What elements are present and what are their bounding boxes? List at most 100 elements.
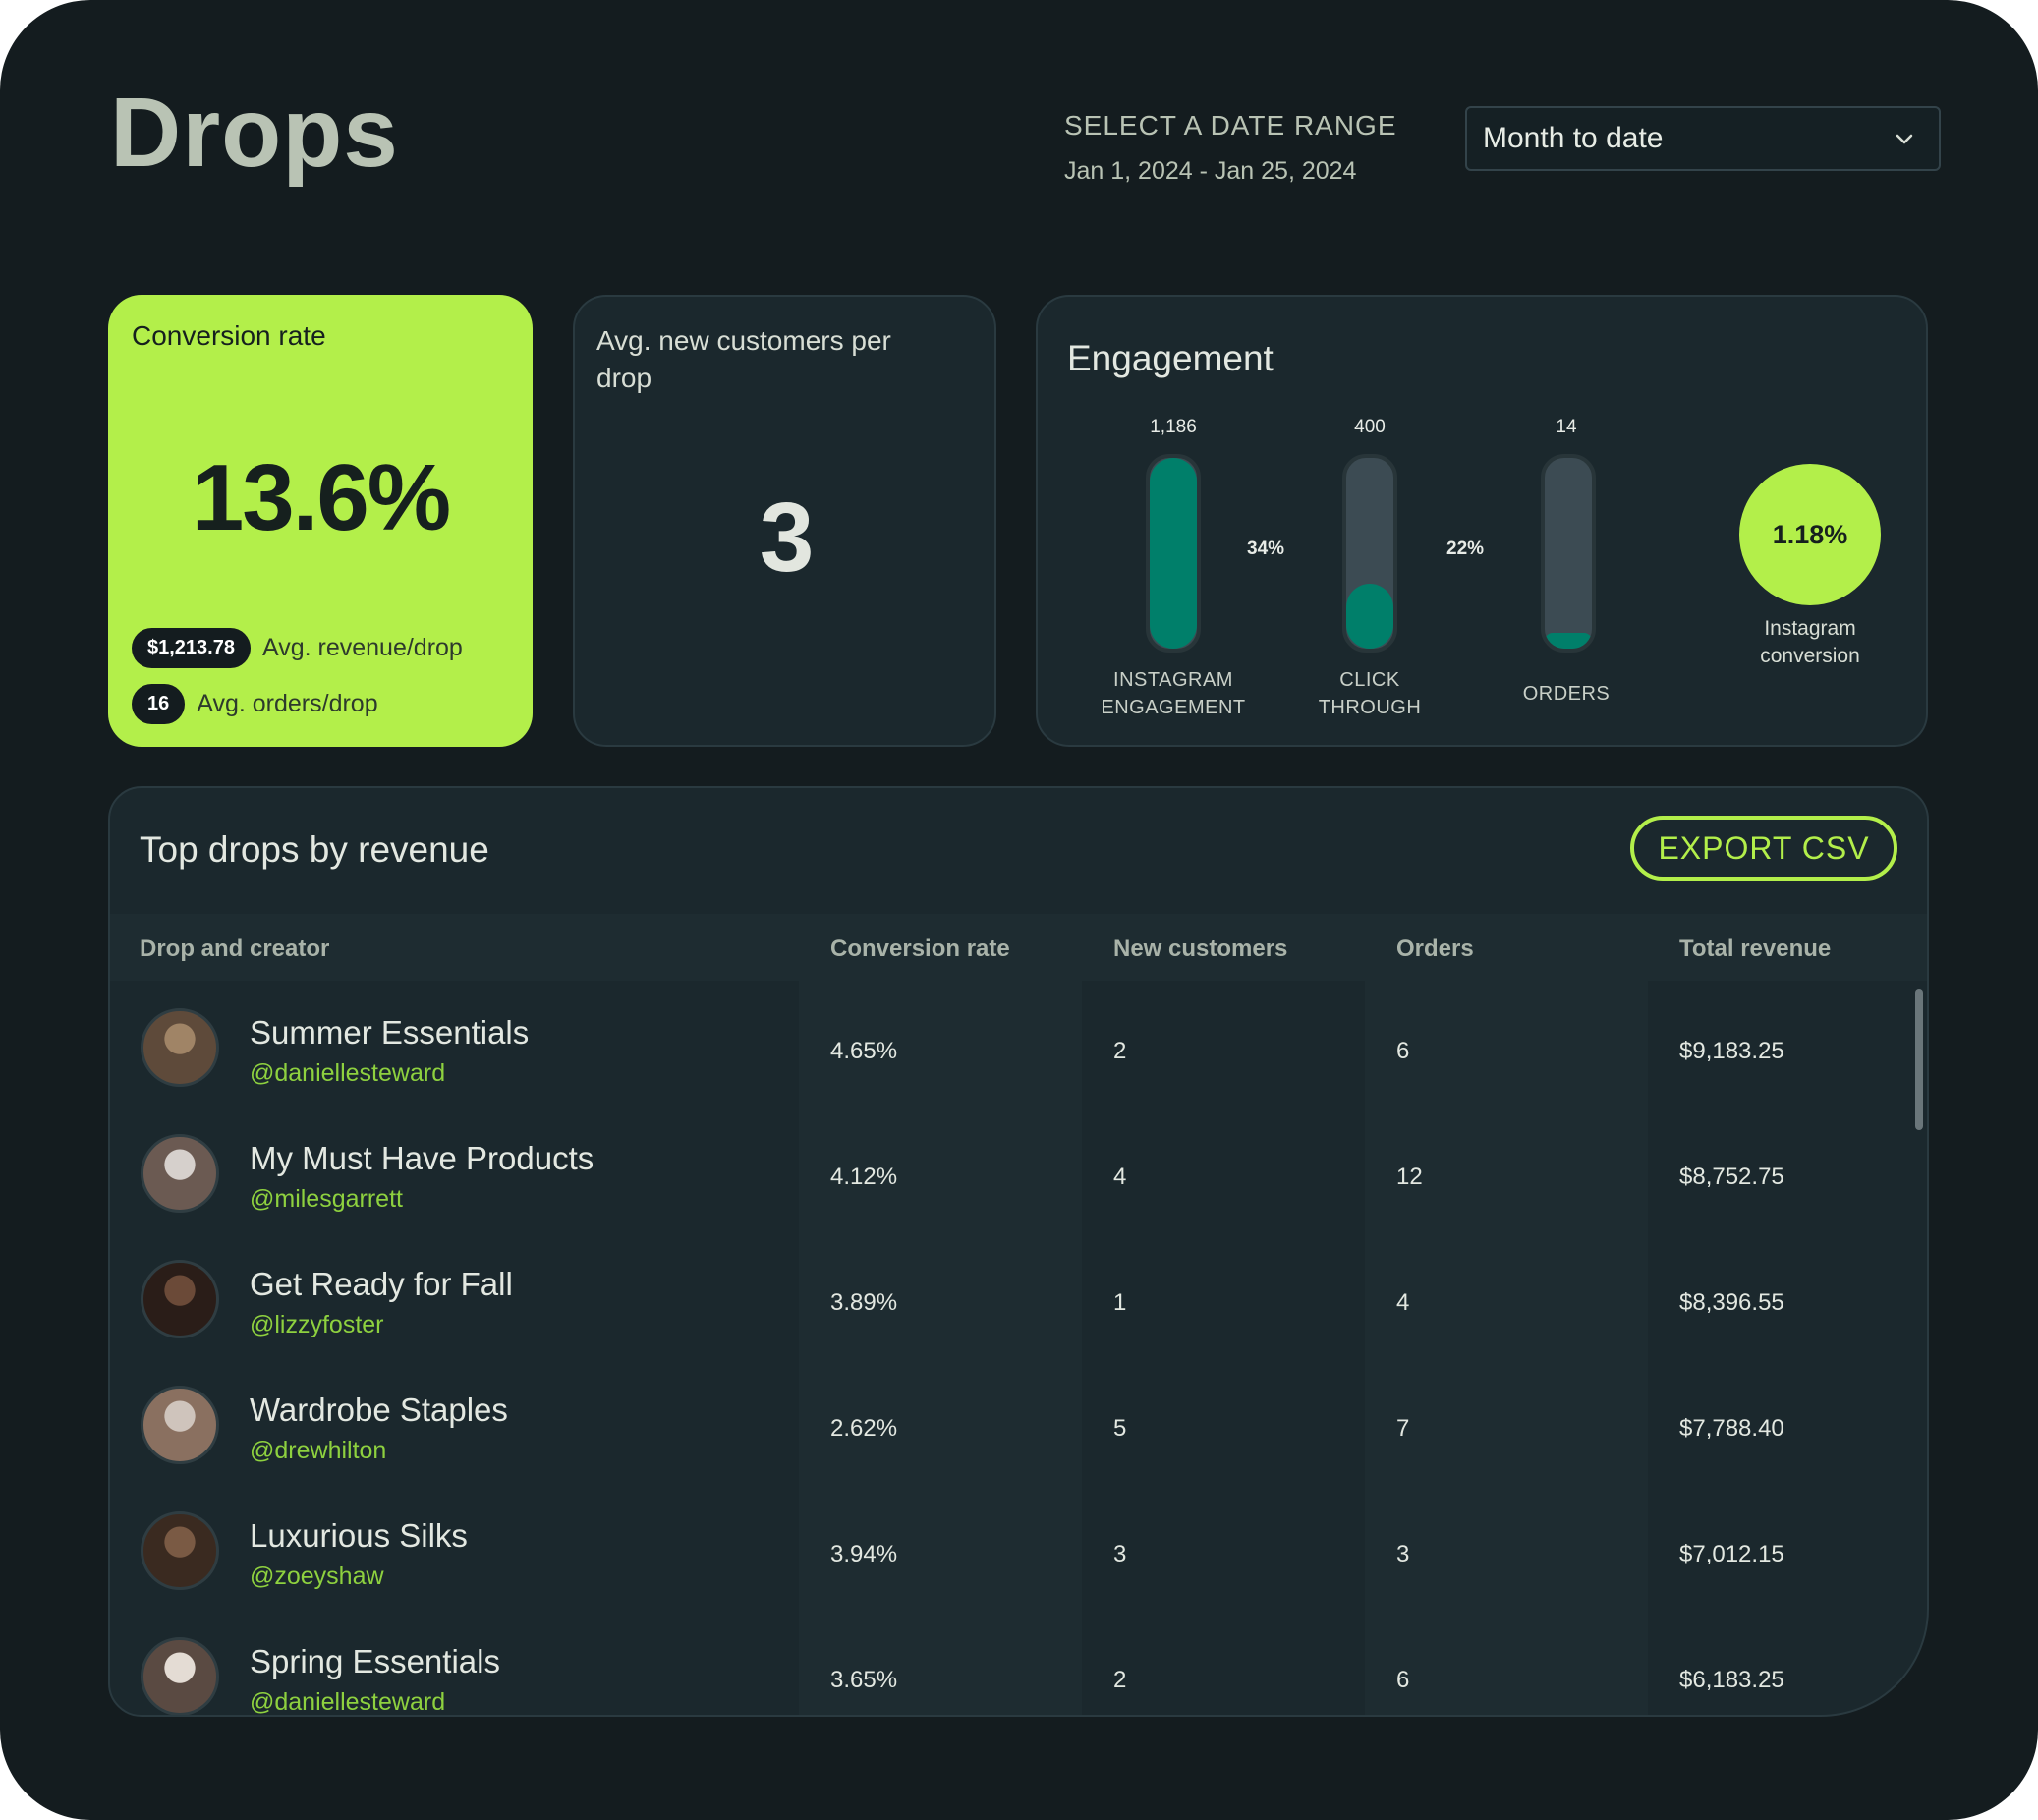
bar-label-line: CLICK [1339, 669, 1400, 691]
column-header-orders[interactable]: Orders [1396, 936, 1474, 962]
engagement-title: Engagement [1067, 338, 1274, 378]
creator-handle[interactable]: @daniellesteward [250, 1688, 446, 1716]
drop-name[interactable]: Spring Essentials [250, 1643, 500, 1679]
bar-value-click-through: 400 [1354, 417, 1386, 437]
circle-label-line: conversion [1760, 645, 1860, 667]
drop-name[interactable]: Summer Essentials [250, 1014, 530, 1051]
avg-orders-badge: 16 [132, 684, 186, 724]
column-header-conversion[interactable]: Conversion rate [830, 936, 1010, 962]
date-range-select[interactable]: Month to date [1465, 106, 1941, 171]
date-range-text: Jan 1, 2024 - Jan 25, 2024 [1064, 157, 1357, 185]
date-range-label: SELECT A DATE RANGE [1064, 110, 1397, 141]
bar-fill-instagram [1150, 458, 1197, 649]
avatar [141, 1637, 219, 1715]
avg-revenue-row: $1,213.78 Avg. revenue/drop [132, 628, 463, 668]
top-drops-table-card: Top drops by revenue EXPORT CSV Drop and… [108, 786, 1929, 1717]
avatar [141, 1008, 219, 1087]
table-row[interactable]: My Must Have Products @milesgarrett 4.12% 4… [110, 1107, 1927, 1232]
creator-handle[interactable]: @milesgarrett [250, 1185, 403, 1213]
avatar [141, 1134, 219, 1213]
cell-conversion: 3.94% [830, 1541, 898, 1567]
drop-name[interactable]: My Must Have Products [250, 1140, 594, 1176]
cell-new-customers: 3 [1113, 1541, 1127, 1567]
bar-label-orders: ORDERS [1473, 680, 1660, 708]
table-row[interactable]: Luxurious Silks @zoeyshaw 3.94% 3 3 $7,012.15 [110, 1484, 1927, 1610]
bar-value-instagram: 1,186 [1150, 417, 1197, 437]
avatar [141, 1260, 219, 1338]
conversion-rate-card: Conversion rate 13.6% $1,213.78 Avg. rev… [108, 295, 533, 747]
avg-orders-label: Avg. orders/drop [197, 690, 378, 717]
cell-revenue: $8,752.75 [1679, 1164, 1784, 1190]
cell-revenue: $6,183.25 [1679, 1667, 1784, 1693]
creator-handle[interactable]: @lizzyfoster [250, 1311, 384, 1338]
creator-handle[interactable]: @drewhilton [250, 1437, 387, 1464]
bar-fill-click-through [1346, 584, 1393, 649]
cell-conversion: 2.62% [830, 1415, 898, 1442]
cell-revenue: $8,396.55 [1679, 1289, 1784, 1316]
conversion-rate-value: 13.6% [191, 445, 451, 550]
circle-label-line: Instagram [1764, 617, 1856, 640]
step-rate-2: 22% [1446, 539, 1485, 559]
cell-orders: 4 [1396, 1289, 1410, 1316]
table-scrollbar[interactable] [1915, 989, 1923, 1130]
cell-conversion: 4.65% [830, 1038, 898, 1064]
bar-label-instagram: INSTAGRAM ENGAGEMENT [1080, 666, 1267, 721]
bar-label-click-through: CLICK THROUGH [1276, 666, 1463, 721]
date-range-select-value: Month to date [1483, 122, 1664, 154]
cell-new-customers: 2 [1113, 1038, 1127, 1064]
cell-new-customers: 5 [1113, 1415, 1127, 1442]
drop-name[interactable]: Luxurious Silks [250, 1517, 468, 1554]
cell-conversion: 4.12% [830, 1164, 898, 1190]
chevron-down-icon [1896, 134, 1913, 144]
cell-conversion: 3.65% [830, 1667, 898, 1693]
column-header-drop[interactable]: Drop and creator [140, 936, 330, 962]
bar-value-orders: 14 [1556, 417, 1577, 437]
page-title: Drops [110, 78, 399, 188]
column-shade-orders [1365, 981, 1648, 1715]
cell-orders: 7 [1396, 1415, 1410, 1442]
creator-handle[interactable]: @daniellesteward [250, 1059, 446, 1087]
table-header: Drop and creator Conversion rate New cus… [110, 914, 1927, 981]
avg-revenue-badge: $1,213.78 [132, 628, 251, 668]
table-title: Top drops by revenue [140, 829, 489, 870]
cell-new-customers: 4 [1113, 1164, 1127, 1190]
cell-orders: 6 [1396, 1038, 1410, 1064]
avg-new-customers-value: 3 [759, 483, 815, 593]
table-row[interactable]: Wardrobe Staples @drewhilton 2.62% 5 7 $7,788… [110, 1358, 1927, 1484]
engagement-card: Engagement 1,186 400 14 34% 22% INSTAGRA… [1036, 295, 1928, 747]
avg-orders-row: 16 Avg. orders/drop [132, 684, 378, 724]
avg-revenue-label: Avg. revenue/drop [261, 634, 463, 661]
export-csv-button[interactable]: EXPORT CSV [1630, 816, 1897, 881]
bar-label-line: INSTAGRAM [1113, 669, 1233, 691]
cell-revenue: $7,788.40 [1679, 1415, 1784, 1442]
bar-label-line: ENGAGEMENT [1101, 697, 1246, 718]
creator-handle[interactable]: @zoeyshaw [250, 1563, 384, 1590]
avg-new-customers-card: Avg. new customers per drop 3 [573, 295, 996, 747]
conversion-rate-title: Conversion rate [132, 320, 326, 351]
column-header-revenue[interactable]: Total revenue [1679, 936, 1832, 962]
avatar [141, 1386, 219, 1464]
bar-instagram-engagement [1146, 454, 1201, 653]
bar-orders [1541, 454, 1596, 653]
instagram-conversion-circle: 1.18% [1739, 464, 1881, 605]
column-shade-conversion [799, 981, 1082, 1715]
instagram-conversion-label: Instagram conversion [1702, 615, 1918, 670]
cell-revenue: $7,012.15 [1679, 1541, 1784, 1567]
drop-name[interactable]: Get Ready for Fall [250, 1266, 513, 1302]
bar-label-line: THROUGH [1318, 697, 1422, 718]
table-row[interactable]: Summer Essentials @daniellesteward 4.65% 2 6… [110, 981, 1927, 1107]
cell-new-customers: 1 [1113, 1289, 1127, 1316]
cell-new-customers: 2 [1113, 1667, 1127, 1693]
table-row[interactable]: Get Ready for Fall @lizzyfoster 3.89% 1 4 $8,… [110, 1232, 1927, 1358]
avatar [141, 1511, 219, 1590]
table-row[interactable]: Spring Essentials @daniellesteward 3.65% 2 6… [110, 1610, 1927, 1716]
bar-fill-orders [1545, 633, 1592, 649]
step-rate-1: 34% [1247, 539, 1285, 559]
cell-orders: 3 [1396, 1541, 1410, 1567]
column-header-new-customers[interactable]: New customers [1113, 936, 1288, 962]
cell-orders: 6 [1396, 1667, 1410, 1693]
cell-orders: 12 [1396, 1164, 1423, 1190]
cell-revenue: $9,183.25 [1679, 1038, 1784, 1064]
drop-name[interactable]: Wardrobe Staples [250, 1392, 508, 1428]
